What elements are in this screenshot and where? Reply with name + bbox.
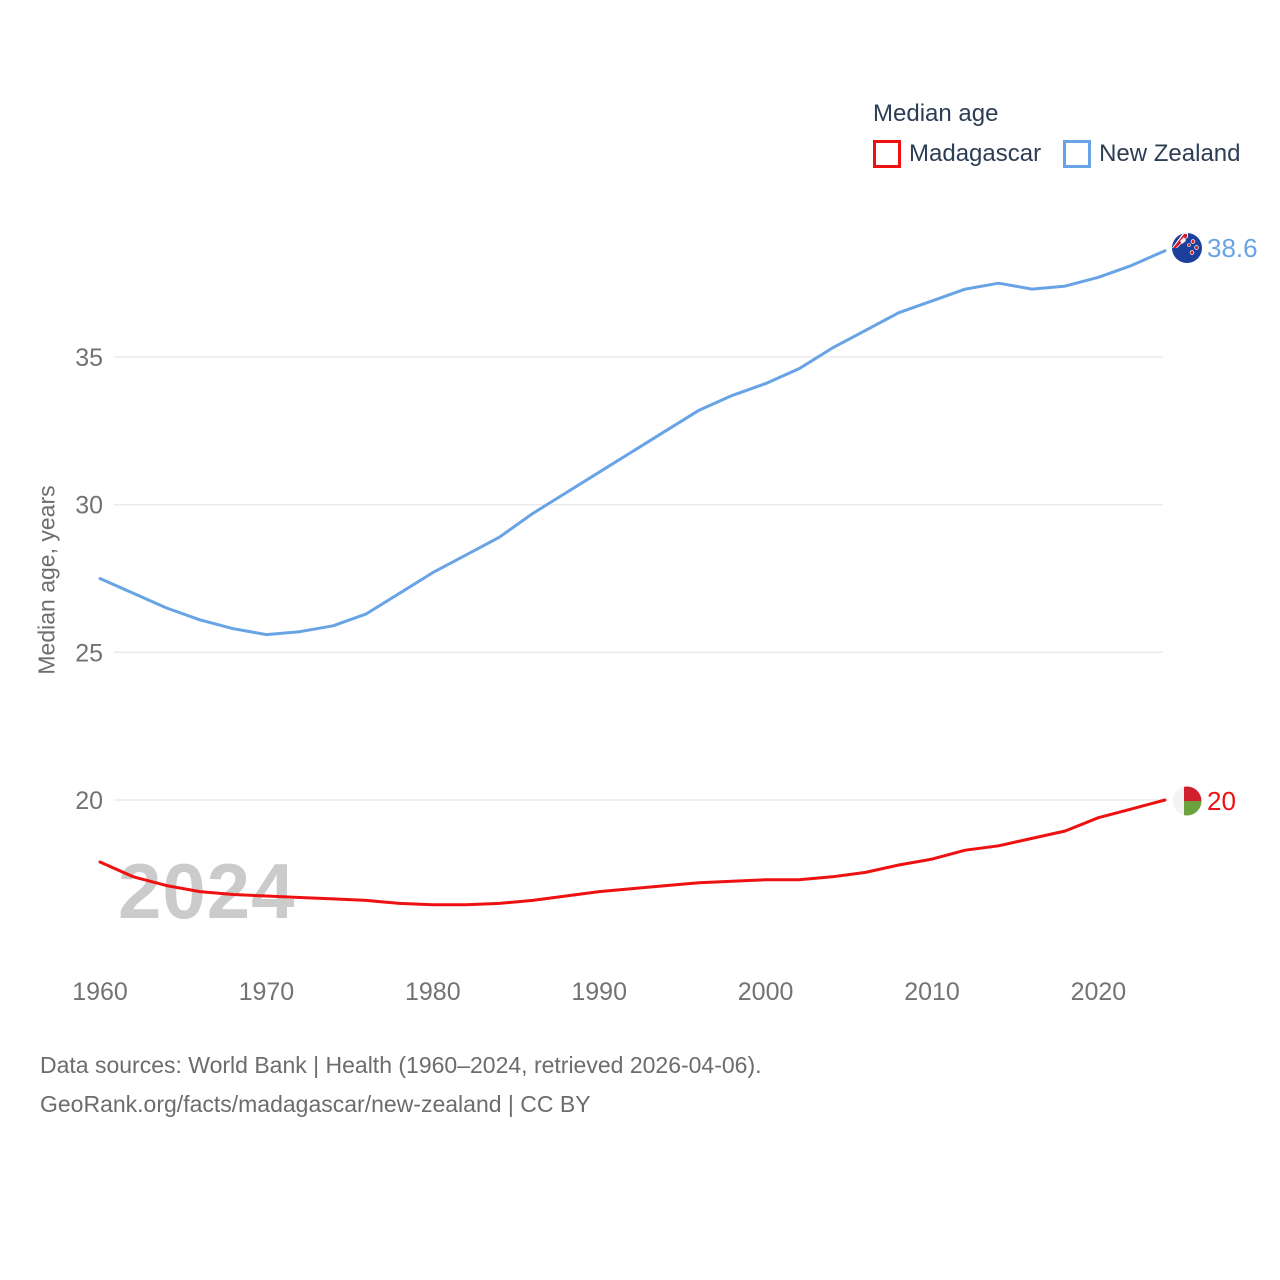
- y-tick-label-35: 35: [75, 344, 103, 372]
- legend-label-new-zealand: New Zealand: [1099, 140, 1241, 167]
- legend-item-madagascar[interactable]: Madagascar: [873, 140, 1041, 168]
- madagascar-end-value: 20: [1207, 786, 1236, 816]
- attribution-text: GeoRank.org/facts/madagascar/new-zealand…: [40, 1091, 591, 1117]
- x-tick-label-1960: 1960: [72, 978, 128, 1006]
- x-tick-label-1970: 1970: [239, 978, 295, 1006]
- legend-row: Madagascar New Zealand: [873, 140, 1241, 168]
- madagascar-checkbox-icon[interactable]: [873, 140, 901, 168]
- y-axis-label: Median age, years: [33, 485, 60, 675]
- y-tick-label-30: 30: [75, 492, 103, 520]
- y-tick-label-20: 20: [75, 787, 103, 815]
- y-tick-label-25: 25: [75, 639, 103, 667]
- madagascar-line: [98, 798, 1167, 907]
- x-tick-label-2010: 2010: [904, 978, 960, 1006]
- new-zealand-line: [98, 249, 1167, 637]
- legend: Median age Madagascar New Zealand: [873, 100, 1241, 168]
- data-sources-text: Data sources: World Bank | Health (1960–…: [40, 1052, 762, 1078]
- legend-title: Median age: [873, 100, 999, 127]
- x-tick-label-1990: 1990: [571, 978, 627, 1006]
- legend-label-madagascar: Madagascar: [909, 140, 1042, 167]
- x-tick-label-1980: 1980: [405, 978, 461, 1006]
- footer: Data sources: World Bank | Health (1960–…: [40, 1046, 762, 1124]
- legend-item-new-zealand[interactable]: New Zealand: [1063, 140, 1241, 168]
- x-tick-label-2020: 2020: [1071, 978, 1127, 1006]
- madagascar-flag-icon: [1172, 786, 1202, 816]
- new-zealand-flag-icon: [1172, 233, 1202, 263]
- x-tick-label-2000: 2000: [738, 978, 794, 1006]
- new-zealand-end-value: 38.6: [1207, 233, 1258, 263]
- new-zealand-checkbox-icon[interactable]: [1063, 140, 1092, 168]
